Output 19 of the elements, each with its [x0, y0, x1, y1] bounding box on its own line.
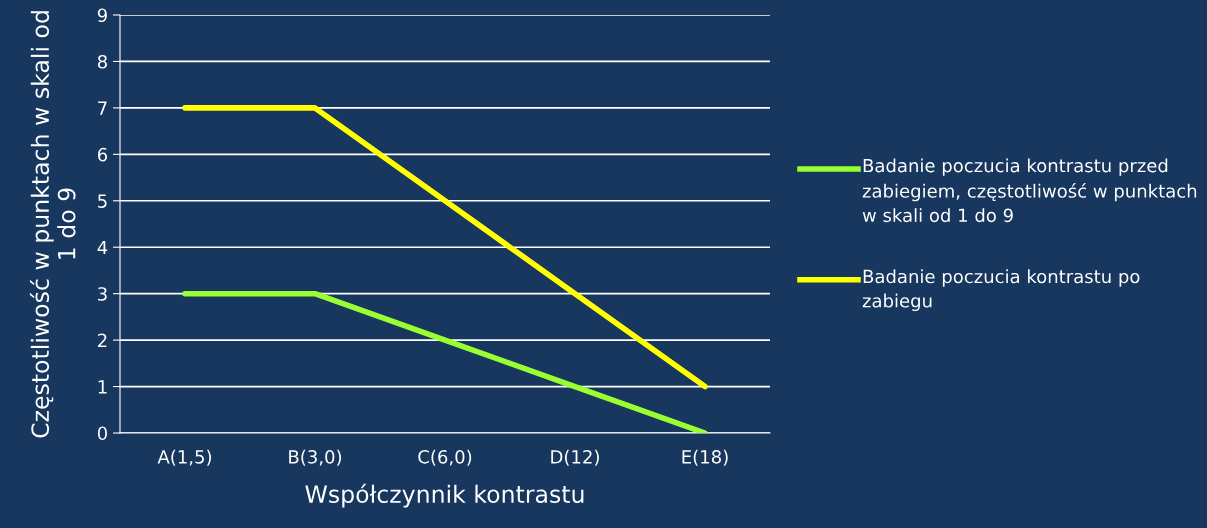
- x-tick-label: A(1,5): [157, 449, 212, 466]
- y-tick-label: 8: [97, 54, 107, 69]
- y-tick-label: 2: [98, 333, 107, 347]
- y-tick-label: 9: [97, 8, 107, 23]
- x-tick-label: D(12): [551, 449, 599, 466]
- x-tick-label: B(3,0): [289, 449, 342, 466]
- y-axis-title: Częstotliwość w punktach w skali od 1 do 9: [29, 11, 76, 438]
- x-axis-title: Współczynnik kontrastu: [305, 483, 584, 508]
- y-tick-label: 0: [97, 426, 107, 441]
- y-tick-label: 7: [98, 101, 107, 115]
- x-tick-label: C(6,0): [418, 449, 472, 466]
- y-tick-label: 3: [98, 287, 107, 301]
- y-tick-label: 1: [98, 380, 107, 394]
- y-tick-label: 6: [97, 147, 108, 162]
- y-tick-label: 4: [97, 240, 108, 255]
- y-tick-label: 5: [98, 194, 107, 208]
- x-tick-label: E(18): [682, 449, 728, 466]
- legend-label: Badanie poczucia kontrastu po zabiegu: [862, 269, 1140, 312]
- legend-label: Badanie poczucia kontrastu przed zabiegiem, częstotliwość w punktach w skali od 1 do 9: [862, 158, 1197, 223]
